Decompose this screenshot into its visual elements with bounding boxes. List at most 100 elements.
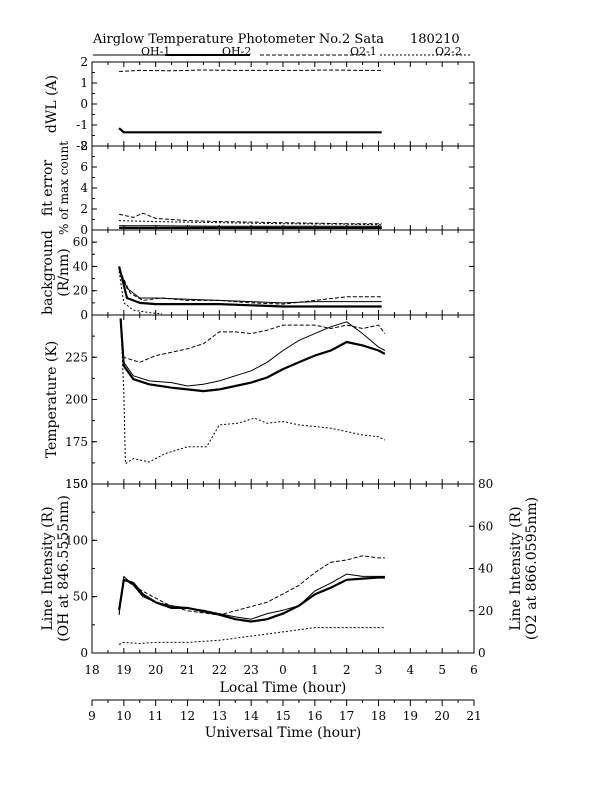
x-tick-label: 20 (148, 663, 163, 677)
y-tick-label: 20 (73, 284, 88, 298)
y-right-tick-label: 60 (478, 519, 493, 533)
panel-background: 60 40 20 0 background (R/nm) (40, 229, 475, 322)
y-tick-label: 0 (80, 97, 88, 111)
y-tick-label: 1 (80, 76, 88, 90)
legend-label-oh2: OH-2 (222, 45, 251, 58)
y-tick-label: 175 (65, 435, 88, 449)
ut-tick-label: 9 (88, 709, 96, 723)
y-tick-label: 6 (80, 160, 88, 174)
panel-fit-error: 8 6 4 2 0 fit error% of max count (40, 139, 475, 237)
x-tick-label: 18 (84, 663, 99, 677)
series-oh-2-background (118, 266, 382, 308)
y-right-tick-label: 40 (478, 562, 493, 576)
series-oh-2-temperature (119, 318, 386, 393)
y-tick-label: -1 (76, 118, 88, 132)
legend-label-o21: O2-1 (350, 45, 377, 58)
ut-tick-label: 15 (275, 709, 290, 723)
y-tick-label: 8 (80, 139, 88, 153)
y-axis-label: Temperature (K) (44, 341, 60, 459)
ut-tick-label: 20 (435, 709, 450, 723)
y-right-tick-label: 20 (478, 604, 493, 618)
x-axis-universal: 9 10 11 12 13 14 15 16 17 18 19 20 21 Universal Time … (88, 699, 482, 741)
y-tick-label: -2 (76, 139, 88, 153)
panel-frame-temperature (91, 314, 475, 485)
x-tick-label: 22 (212, 663, 227, 677)
ut-tick-label: 21 (466, 709, 481, 723)
panel-temperature: 225 200 175 150 Temperature (K) (44, 314, 475, 491)
ut-tick-label: 10 (116, 709, 131, 723)
series-o2-1-fit-error (118, 212, 382, 225)
ut-tick-label: 17 (339, 709, 354, 723)
series-o2-2-fit-error (119, 220, 382, 226)
ut-tick-label: 11 (148, 709, 163, 723)
y-tick-label: 50 (73, 590, 88, 604)
series-oh-1-fit-error (119, 225, 382, 227)
y-tick-label: 0 (80, 646, 88, 660)
y-axis-label: dWL (A) (44, 75, 60, 133)
y-tick-label: 4 (80, 181, 88, 195)
x-tick-label: 3 (375, 663, 383, 677)
series-oh-1-background (118, 268, 382, 304)
ut-tick-label: 19 (403, 709, 418, 723)
ut-tick-label: 14 (244, 709, 260, 723)
x-tick-label: 4 (407, 663, 415, 677)
series-o2-1-background (118, 268, 382, 305)
ut-axis-label: Universal Time (hour) (205, 725, 362, 741)
panel-frame-background (91, 229, 475, 316)
y-axis-label: fit error (40, 160, 56, 217)
ut-tick-label: 16 (307, 709, 322, 723)
x-tick-label: 1 (311, 663, 319, 677)
legend-label-o22: O2-2 (435, 45, 462, 58)
y-tick-label: 100 (65, 533, 88, 547)
panel-frame-fit-error (91, 145, 475, 231)
y-tick-label: 40 (73, 259, 88, 273)
y-tick-label: 0 (80, 223, 88, 237)
series-o2-1-line-intensity (118, 555, 385, 616)
x-tick-label: 0 (279, 663, 287, 677)
y-right-tick-label: 0 (478, 646, 486, 660)
legend-label-oh1: OH-1 (141, 45, 170, 58)
y-tick-label: 225 (65, 350, 88, 364)
series-oh-2-line-intensity (118, 576, 385, 623)
ut-tick-label: 13 (212, 709, 227, 723)
ut-tick-label: 12 (180, 709, 195, 723)
x-tick-label: 5 (438, 663, 446, 677)
series-o2-1-temperature (120, 320, 386, 363)
x-tick-label: 23 (244, 663, 259, 677)
y-tick-label: 2 (80, 55, 88, 69)
y-axis-label: Line Intensity (R) (40, 506, 56, 630)
y-right-axis-label-2: (O2 at 866.0595nm) (524, 497, 540, 640)
series-o2-2-background (118, 271, 163, 315)
series-oh-1-dwl (118, 127, 382, 134)
y-tick-label: 60 (73, 235, 88, 249)
x-tick-label: 21 (180, 663, 195, 677)
y-tick-label: 150 (65, 477, 88, 491)
y-axis-label-2: (OH at 846.5555nm) (56, 495, 72, 642)
chart-title: Airglow Temperature Photometer No.2 Sata (92, 32, 384, 47)
panel-dwl: 2 1 0 -1 -2 dWL (A) (44, 55, 475, 153)
y-axis-label-2: % of max count (57, 141, 71, 235)
series-oh-1-line-intensity (118, 573, 385, 620)
panel-frame-line-intensity (91, 483, 475, 654)
series-o2-2-line-intensity (118, 627, 385, 645)
y-tick-label: 150 (65, 477, 88, 491)
ut-tick-label: 18 (371, 709, 386, 723)
x-axis-label: Local Time (hour) (220, 680, 347, 696)
y-right-axis-label: Line Intensity (R) (508, 506, 524, 630)
x-tick-label: 2 (343, 663, 351, 677)
y-tick-label: 200 (65, 393, 88, 407)
y-axis-label: background (40, 230, 56, 315)
x-tick-label: 19 (116, 663, 131, 677)
chart-date: 180210 (410, 32, 460, 47)
y-tick-label: 2 (80, 202, 88, 216)
y-axis-label-2: (R/nm) (56, 248, 72, 296)
y-right-tick-label: 80 (478, 477, 493, 491)
series-o2-1-dwl (119, 69, 382, 72)
y-tick-label: 0 (80, 308, 88, 322)
legend: OH-1 OH-2 O2-1 O2-2 (93, 45, 470, 58)
x-tick-label: 6 (470, 663, 478, 677)
